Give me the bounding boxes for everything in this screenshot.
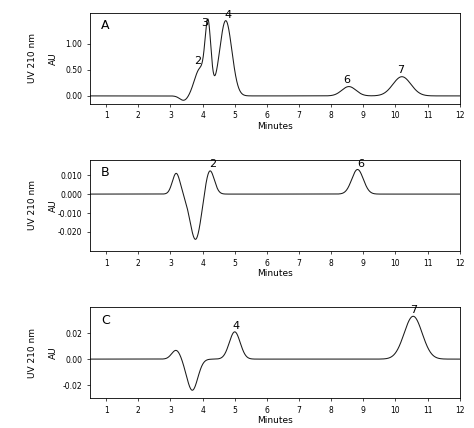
Text: UV 210 nm: UV 210 nm: [28, 33, 37, 83]
Text: UV 210 nm: UV 210 nm: [28, 181, 37, 230]
Text: 7: 7: [397, 65, 404, 75]
Text: C: C: [101, 314, 110, 327]
Text: AU: AU: [49, 346, 57, 359]
Text: AU: AU: [49, 199, 57, 212]
Text: 6: 6: [343, 75, 350, 85]
Text: 7: 7: [410, 305, 417, 315]
Text: 6: 6: [357, 159, 364, 169]
Text: 2: 2: [210, 159, 217, 169]
Text: UV 210 nm: UV 210 nm: [28, 327, 37, 377]
Text: A: A: [101, 19, 109, 32]
X-axis label: Minutes: Minutes: [257, 269, 293, 278]
Text: 2: 2: [194, 56, 201, 66]
Text: 4: 4: [233, 321, 240, 331]
Text: 4: 4: [224, 10, 231, 20]
Text: B: B: [101, 166, 110, 179]
X-axis label: Minutes: Minutes: [257, 416, 293, 425]
Text: AU: AU: [49, 52, 57, 65]
Text: 3: 3: [201, 18, 209, 28]
X-axis label: Minutes: Minutes: [257, 122, 293, 131]
